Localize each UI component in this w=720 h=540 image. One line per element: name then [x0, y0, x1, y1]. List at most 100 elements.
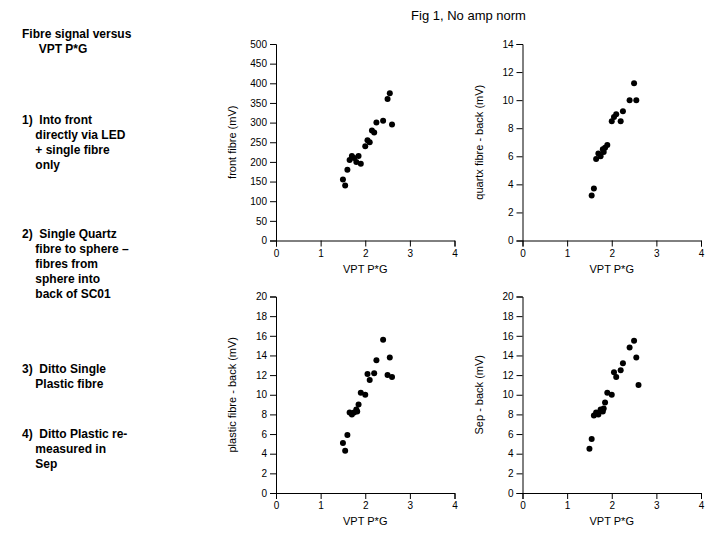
y-tick-line — [517, 297, 523, 298]
x-tick-label: 3 — [654, 500, 660, 511]
y-tick-label: 10 — [502, 389, 514, 400]
y-tick-line — [270, 316, 276, 317]
y-tick: 12 — [502, 370, 522, 381]
y-tick-label: 0 — [508, 235, 514, 246]
annotation-line: 3) Ditto Single — [22, 362, 106, 376]
y-axis: 02468101214 — [502, 39, 523, 247]
y-tick-label: 6 — [508, 429, 514, 440]
y-tick-label: 16 — [256, 331, 268, 342]
y-tick: 4 — [261, 448, 276, 459]
x-tick: 0 — [520, 241, 526, 259]
annotation-line: VPT P*G — [22, 42, 87, 56]
y-tick-line — [517, 184, 523, 185]
y-tick-line — [517, 454, 523, 455]
point — [373, 120, 379, 126]
x-tick: 3 — [654, 241, 660, 259]
y-tick-label: 4 — [261, 448, 267, 459]
y-tick-label: 4 — [508, 179, 514, 190]
point — [627, 97, 633, 103]
x-tick-line — [656, 493, 657, 499]
x-tick-label: 2 — [363, 248, 369, 259]
y-tick: 6 — [508, 429, 523, 440]
x-tick-line — [612, 241, 613, 247]
point — [613, 111, 619, 117]
y-tick: 450 — [250, 58, 276, 69]
x-tick-label: 3 — [408, 248, 414, 259]
y-tick: 0 — [261, 235, 276, 246]
x-tick-label: 2 — [363, 500, 369, 511]
x-tick-line — [455, 241, 456, 247]
x-axis-line — [277, 494, 456, 500]
point — [356, 153, 362, 159]
x-axis-title: VPT P*G — [590, 515, 634, 527]
point — [344, 167, 350, 173]
y-tick-label: 14 — [256, 350, 268, 361]
y-tick-line — [517, 336, 523, 337]
y-axis-line — [270, 45, 277, 242]
y-tick: 10 — [502, 95, 522, 106]
y-tick: 6 — [508, 151, 523, 162]
y-tick-label: 500 — [250, 39, 267, 50]
annotation-line: sphere into — [22, 272, 100, 286]
text-panel: Fibre signal versus VPT P*G1) Into front… — [22, 27, 132, 471]
y-tick: 2 — [508, 207, 523, 218]
y-tick-label: 12 — [256, 370, 268, 381]
x-tick-label: 3 — [654, 248, 660, 259]
annotation: Fibre signal versus VPT P*G — [22, 27, 132, 56]
y-tick: 4 — [508, 179, 523, 190]
subplot: 0123402468101214161820VPT P*GSep - back … — [473, 291, 705, 527]
point — [385, 96, 391, 102]
x-tick-label: 1 — [318, 248, 324, 259]
y-tick: 16 — [256, 331, 276, 342]
y-tick-line — [270, 83, 276, 84]
x-tick-label: 4 — [452, 248, 458, 259]
y-axis-title: front fibre (mV) — [226, 106, 238, 179]
y-tick: 10 — [502, 389, 522, 400]
x-tick: 3 — [408, 493, 414, 511]
y-tick-line — [270, 103, 276, 104]
y-tick-line — [270, 64, 276, 65]
x-tick-line — [567, 493, 568, 499]
y-tick-line — [270, 454, 276, 455]
y-tick: 400 — [250, 78, 276, 89]
y-tick-label: 0 — [261, 235, 267, 246]
points — [586, 338, 641, 452]
point — [362, 392, 368, 398]
y-tick: 0 — [261, 488, 276, 499]
annotation-line: Fibre signal versus — [22, 27, 132, 41]
y-tick: 6 — [261, 429, 276, 440]
x-tick: 2 — [363, 241, 369, 259]
chart-root: Fibre signal versus VPT P*G1) Into front… — [0, 0, 720, 540]
point — [380, 118, 386, 124]
y-tick-line — [517, 375, 523, 376]
x-axis: 01234 — [520, 493, 705, 511]
y-tick-label: 8 — [508, 409, 514, 420]
point — [371, 129, 377, 135]
y-tick-label: 10 — [256, 389, 268, 400]
y-tick-line — [270, 395, 276, 396]
y-tick-line — [517, 493, 523, 494]
y-tick-line — [517, 316, 523, 317]
y-tick: 12 — [502, 67, 522, 78]
x-tick-label: 0 — [520, 500, 526, 511]
y-tick-label: 0 — [508, 488, 514, 499]
x-tick-line — [365, 241, 366, 247]
x-tick-line — [455, 493, 456, 499]
y-tick: 0 — [508, 235, 523, 246]
y-tick-label: 16 — [502, 331, 514, 342]
y-tick-label: 12 — [502, 67, 514, 78]
x-tick: 1 — [565, 493, 571, 511]
points — [340, 90, 395, 188]
x-tick-line — [410, 241, 411, 247]
y-tick: 300 — [250, 117, 276, 128]
x-tick: 2 — [609, 241, 615, 259]
point — [618, 118, 624, 124]
y-tick-label: 2 — [508, 207, 514, 218]
y-tick-label: 6 — [261, 429, 267, 440]
y-tick-line — [517, 355, 523, 356]
y-tick: 14 — [256, 350, 276, 361]
x-tick-label: 2 — [609, 248, 615, 259]
x-axis: 01234 — [274, 493, 459, 511]
x-axis-title: VPT P*G — [343, 263, 387, 275]
point — [601, 406, 607, 412]
